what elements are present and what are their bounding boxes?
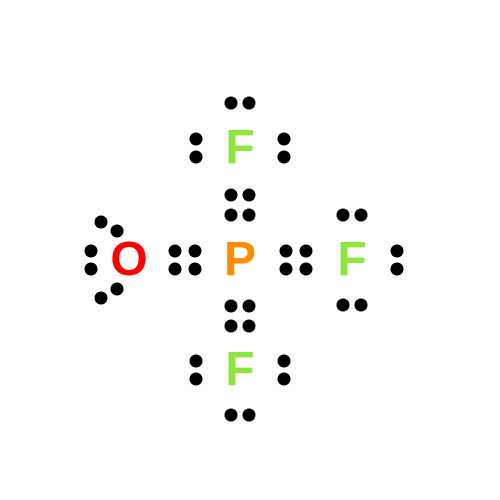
electron-dot <box>111 225 124 238</box>
electron-dot <box>225 300 238 313</box>
electron-dot <box>355 299 368 312</box>
electron-dot <box>85 263 98 276</box>
electron-dot <box>189 263 202 276</box>
electron-dot <box>280 263 293 276</box>
lewis-structure-canvas: P O F F F <box>0 0 500 500</box>
electron-dot <box>95 292 108 305</box>
atom-label: O <box>110 233 147 286</box>
electron-dot <box>243 409 256 422</box>
atom-O: O <box>110 236 147 284</box>
electron-dot <box>190 151 203 164</box>
atom-P: P <box>224 236 256 284</box>
atom-label: F <box>225 343 254 396</box>
electron-dot <box>225 209 238 222</box>
electron-dot <box>391 263 404 276</box>
atom-label: F <box>337 233 366 286</box>
electron-dot <box>278 373 291 386</box>
electron-dot <box>355 209 368 222</box>
electron-dot <box>337 299 350 312</box>
electron-dot <box>225 97 238 110</box>
electron-dot <box>391 245 404 258</box>
electron-dot <box>190 133 203 146</box>
electron-dot <box>95 216 108 229</box>
electron-dot <box>243 320 256 333</box>
electron-dot <box>225 320 238 333</box>
electron-dot <box>337 209 350 222</box>
electron-dot <box>280 245 293 258</box>
electron-dot <box>243 209 256 222</box>
electron-dot <box>278 355 291 368</box>
electron-dot <box>243 97 256 110</box>
atom-F-right: F <box>337 236 366 284</box>
electron-dot <box>300 263 313 276</box>
atom-label: F <box>225 121 254 174</box>
electron-dot <box>169 245 182 258</box>
electron-dot <box>111 283 124 296</box>
atom-F-bottom: F <box>225 346 254 394</box>
atom-label: P <box>224 233 256 286</box>
electron-dot <box>190 355 203 368</box>
electron-dot <box>243 300 256 313</box>
electron-dot <box>189 245 202 258</box>
electron-dot <box>300 245 313 258</box>
atom-F-top: F <box>225 124 254 172</box>
electron-dot <box>169 263 182 276</box>
electron-dot <box>278 151 291 164</box>
electron-dot <box>85 245 98 258</box>
electron-dot <box>278 133 291 146</box>
electron-dot <box>190 373 203 386</box>
electron-dot <box>243 189 256 202</box>
electron-dot <box>225 189 238 202</box>
electron-dot <box>225 409 238 422</box>
